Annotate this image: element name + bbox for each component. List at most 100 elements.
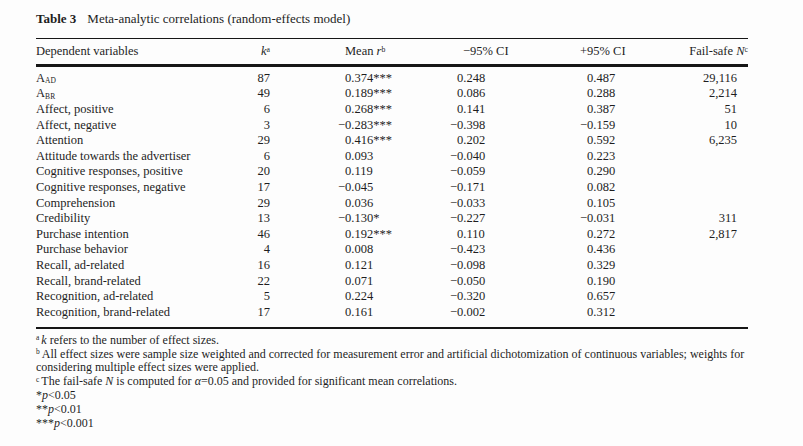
cell-fail-safe-n — [672, 242, 748, 258]
table-3-block: Table 3Meta-analytic correlations (rando… — [36, 10, 748, 430]
table-body: AAD870.374***0.2480.48729,116ABR490.189*… — [36, 67, 748, 328]
cell-dependent-variable: Purchase intention — [36, 227, 234, 243]
cell-mean-r: 0.121 — [270, 258, 412, 274]
cell-ci-upper: 0.290 — [542, 164, 672, 180]
cell-ci-lower: −0.059 — [412, 164, 542, 180]
cell-ci-lower: −0.227 — [412, 211, 542, 227]
table-row: Affect, positive60.268***0.1410.38751 — [36, 102, 748, 118]
cell-mean-r: −0.283*** — [270, 118, 412, 134]
cell-ci-lower: −0.398 — [412, 118, 542, 134]
cell-dependent-variable: AAD — [36, 71, 234, 87]
cell-dependent-variable: Purchase behavior — [36, 242, 234, 258]
cell-mean-r: 0.224 — [270, 289, 412, 305]
cell-mean-r: 0.036 — [270, 196, 412, 212]
significance-note: **p<0.01 — [36, 403, 748, 417]
cell-fail-safe-n: 29,116 — [672, 71, 748, 87]
column-header-mean: Mean rb — [270, 45, 412, 57]
cell-dependent-variable: ABR — [36, 86, 234, 102]
footnote-marker: c — [36, 375, 39, 384]
cell-mean-r: 0.416*** — [270, 133, 412, 149]
cell-k: 20 — [234, 164, 270, 180]
cell-mean-r: 0.161 — [270, 305, 412, 321]
cell-dependent-variable: Attitude towards the advertiser — [36, 149, 234, 165]
cell-ci-upper: 0.329 — [542, 258, 672, 274]
cell-ci-upper: −0.159 — [542, 118, 672, 134]
cell-mean-r: 0.119 — [270, 164, 412, 180]
cell-mean-r: −0.045 — [270, 180, 412, 196]
cell-fail-safe-n: 6,235 — [672, 133, 748, 149]
cell-ci-lower: −0.040 — [412, 149, 542, 165]
table-row: Recognition, ad-related50.224−0.3200.657 — [36, 289, 748, 305]
table-row: Cognitive responses, negative17−0.045−0.… — [36, 180, 748, 196]
cell-mean-r: 0.192*** — [270, 227, 412, 243]
cell-ci-upper: 0.082 — [542, 180, 672, 196]
table-row: Attitude towards the advertiser60.093−0.… — [36, 149, 748, 165]
cell-k: 49 — [234, 86, 270, 102]
cell-k: 16 — [234, 258, 270, 274]
cell-dependent-variable: Recall, brand-related — [36, 274, 234, 290]
cell-ci-upper: 0.288 — [542, 86, 672, 102]
cell-dependent-variable: Affect, positive — [36, 102, 234, 118]
cell-dependent-variable: Comprehension — [36, 196, 234, 212]
table-row: Affect, negative3−0.283***−0.398−0.15910 — [36, 118, 748, 134]
cell-fail-safe-n: 311 — [672, 211, 748, 227]
cell-ci-lower: 0.202 — [412, 133, 542, 149]
cell-ci-upper: 0.312 — [542, 305, 672, 321]
footnote-marker: b — [36, 347, 40, 356]
table-caption: Table 3Meta-analytic correlations (rando… — [36, 10, 748, 28]
cell-k: 17 — [234, 305, 270, 321]
cell-k: 17 — [234, 180, 270, 196]
table-row: AAD870.374***0.2480.48729,116 — [36, 71, 748, 87]
cell-k: 46 — [234, 227, 270, 243]
table-footnotes: ak refers to the number of effect sizes.… — [36, 329, 748, 431]
cell-k: 29 — [234, 196, 270, 212]
cell-fail-safe-n — [672, 164, 748, 180]
significance-note: ***p<0.001 — [36, 417, 748, 431]
cell-fail-safe-n — [672, 274, 748, 290]
cell-mean-r: 0.071 — [270, 274, 412, 290]
cell-ci-lower: 0.248 — [412, 71, 542, 87]
cell-ci-upper: 0.657 — [542, 289, 672, 305]
cell-dependent-variable: Attention — [36, 133, 234, 149]
cell-mean-r: 0.093 — [270, 149, 412, 165]
table-number: Table 3 — [36, 11, 76, 26]
column-header-k: ka — [234, 45, 270, 57]
table-row: Recognition, brand-related170.161−0.0020… — [36, 305, 748, 321]
significance-note: *p<0.05 — [36, 389, 748, 403]
cell-dependent-variable: Cognitive responses, negative — [36, 180, 234, 196]
table-row: Attention290.416***0.2020.5926,235 — [36, 133, 748, 149]
cell-ci-lower: 0.086 — [412, 86, 542, 102]
cell-ci-lower: −0.002 — [412, 305, 542, 321]
cell-fail-safe-n — [672, 258, 748, 274]
cell-fail-safe-n — [672, 196, 748, 212]
paper-page: Table 3Meta-analytic correlations (rando… — [0, 0, 803, 446]
cell-ci-lower: −0.171 — [412, 180, 542, 196]
cell-fail-safe-n — [672, 305, 748, 321]
table-row: ABR490.189***0.0860.2882,214 — [36, 86, 748, 102]
cell-dependent-variable: Recognition, ad-related — [36, 289, 234, 305]
footnote-marker: a — [36, 333, 39, 342]
significance-stars: ** — [36, 402, 48, 416]
cell-fail-safe-n: 2,817 — [672, 227, 748, 243]
cell-ci-lower: −0.423 — [412, 242, 542, 258]
cell-dependent-variable: Credibility — [36, 211, 234, 227]
column-header-ci_pos: +95% CI — [542, 45, 672, 57]
footnote-a: ak refers to the number of effect sizes. — [36, 334, 748, 348]
cell-k: 13 — [234, 211, 270, 227]
cell-fail-safe-n — [672, 180, 748, 196]
cell-k: 5 — [234, 289, 270, 305]
column-header-failsafe: Fail-safe Nc — [672, 45, 748, 57]
cell-ci-lower: −0.098 — [412, 258, 542, 274]
cell-fail-safe-n — [672, 149, 748, 165]
footnote-b: bAll effect sizes were sample size weigh… — [36, 348, 748, 376]
table-row: Cognitive responses, positive200.119−0.0… — [36, 164, 748, 180]
cell-k: 6 — [234, 102, 270, 118]
cell-ci-lower: −0.050 — [412, 274, 542, 290]
table-row: Recall, brand-related220.071−0.0500.190 — [36, 274, 748, 290]
table-row: Credibility13−0.130*−0.227−0.031311 — [36, 211, 748, 227]
table-header-row: Dependent variableskaMean rb−95% CI+95% … — [36, 39, 748, 64]
table-row: Recall, ad-related160.121−0.0980.329 — [36, 258, 748, 274]
cell-mean-r: 0.374*** — [270, 71, 412, 87]
cell-ci-lower: 0.141 — [412, 102, 542, 118]
cell-mean-r: 0.008 — [270, 242, 412, 258]
